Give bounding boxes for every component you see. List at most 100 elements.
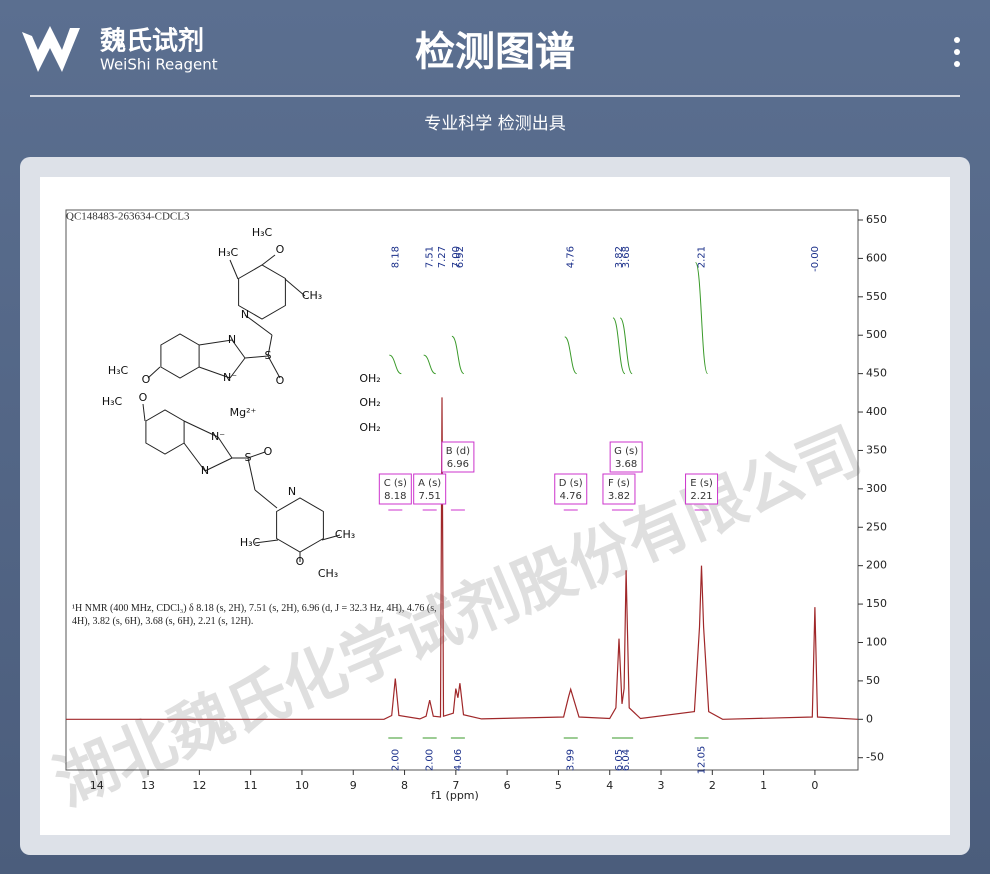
bond (229, 259, 239, 280)
integral-label: 2.00 (425, 749, 436, 771)
x-tick-label: 8 (401, 779, 408, 792)
bond (231, 339, 246, 359)
x-axis-label: f1 (ppm) (431, 789, 479, 802)
atom-label: O (296, 555, 305, 568)
atom-label: N⁻ (211, 430, 225, 443)
atom-label: OH₂ (359, 372, 380, 385)
atom-label: H₃C (108, 364, 129, 377)
menu-dot[interactable] (954, 49, 960, 55)
bond (217, 436, 233, 459)
bond (267, 334, 273, 357)
bond (204, 457, 233, 472)
ring (238, 264, 286, 320)
x-tick-label: 12 (192, 779, 206, 792)
page-subtitle: 专业科学 检测出具 (424, 114, 565, 134)
bond (244, 314, 273, 336)
x-tick-label: 11 (244, 779, 258, 792)
peak-label: 8.18 (390, 246, 401, 268)
atom-label: H₃C (252, 226, 273, 239)
peak-label: 4.76 (566, 246, 577, 268)
atom-label: CH₃ (302, 289, 322, 302)
bond (254, 489, 278, 509)
x-tick-label: 2 (709, 779, 716, 792)
x-tick-label: 0 (811, 779, 818, 792)
atom-label: OH₂ (359, 396, 380, 409)
x-tick-label: 9 (350, 779, 357, 792)
integral-curve (619, 317, 633, 375)
x-tick-label: 6 (504, 779, 511, 792)
bond (284, 278, 306, 297)
brand-en: WeiShi Reagent (100, 56, 218, 74)
y-tick-label: -50 (866, 751, 884, 764)
y-tick-label: 400 (866, 405, 887, 418)
description-box: ¹H NMR (400 MHz, CDCl₃) δ 8.18 (s, 2H), … (72, 603, 437, 627)
atom-label: CH₃ (318, 567, 338, 580)
integral-label: 6.05 (614, 749, 625, 771)
sample-id: QC148483-263634-CDCL3 (66, 211, 190, 223)
y-tick-label: 300 (866, 482, 887, 495)
multiplet-shift: 7.51 (419, 491, 441, 502)
menu-dot[interactable] (954, 37, 960, 43)
peak-label: 3.82 (614, 246, 625, 268)
integral-label: 4.06 (453, 749, 464, 771)
x-tick-label: 14 (90, 779, 104, 792)
multiplet-name: A (s) (418, 478, 441, 489)
integral-label: 12.05 (697, 746, 708, 775)
bond (147, 366, 161, 379)
x-tick-label: 10 (295, 779, 309, 792)
menu-dot[interactable] (954, 61, 960, 67)
atom-label: N (241, 308, 249, 321)
y-tick-label: 500 (866, 328, 887, 341)
integral-curve (423, 354, 436, 375)
multiplet-name: E (s) (690, 478, 713, 489)
bond (198, 339, 233, 346)
x-tick-label: 7 (452, 779, 459, 792)
x-tick-label: 5 (555, 779, 562, 792)
x-tick-label: 13 (141, 779, 155, 792)
multiplet-shift: 3.82 (608, 491, 630, 502)
bond (142, 403, 146, 422)
bond (267, 355, 281, 379)
y-tick-label: 150 (866, 597, 887, 610)
atom-label: O (276, 243, 285, 256)
multiplet-shift: 3.68 (615, 459, 637, 470)
multiplet-name: C (s) (384, 478, 407, 489)
bond (229, 357, 246, 379)
multiplet-box (609, 441, 643, 473)
multiplet-box (413, 473, 447, 505)
bond (198, 366, 231, 379)
bond (244, 355, 269, 359)
integral-curve (695, 262, 709, 375)
multiplet-shift: 2.21 (690, 491, 712, 502)
y-tick-label: 250 (866, 520, 887, 533)
peak-label: 2.21 (697, 246, 708, 268)
integral-curve (564, 336, 578, 375)
multiplet-name: F (s) (608, 478, 630, 489)
peak-label: 7.00 (451, 246, 462, 268)
multiplet-name: G (s) (614, 446, 638, 457)
atom-label: N⁻ (223, 371, 237, 384)
multiplet-shift: 6.96 (447, 459, 469, 470)
atom-label: N (201, 464, 209, 477)
bond (247, 457, 256, 491)
integral-label: 2.00 (390, 749, 401, 771)
multiplet-shift: 4.76 (560, 491, 582, 502)
nmr-description: ¹H NMR (400 MHz, CDCl₃) δ 8.18 (s, 2H), … (72, 603, 437, 627)
x-tick-label: 4 (606, 779, 613, 792)
atom-label: H₃C (218, 246, 239, 259)
page-title: 检测图谱 (415, 29, 575, 75)
y-tick-label: 600 (866, 251, 887, 264)
atom-label: H₃C (240, 536, 261, 549)
y-tick-label: 450 (866, 367, 887, 380)
x-tick-label: 3 (658, 779, 665, 792)
atom-label: S (265, 349, 272, 362)
multiplet-name: D (s) (559, 478, 583, 489)
integral-curve (451, 335, 465, 375)
plot-frame (65, 209, 859, 771)
peak-label: 3.68 (621, 246, 632, 268)
multiplet-shift: 8.18 (384, 491, 406, 502)
y-tick-label: 200 (866, 559, 887, 572)
atom-label: N (228, 333, 236, 346)
bond (261, 254, 276, 266)
integral-curve (612, 317, 626, 375)
